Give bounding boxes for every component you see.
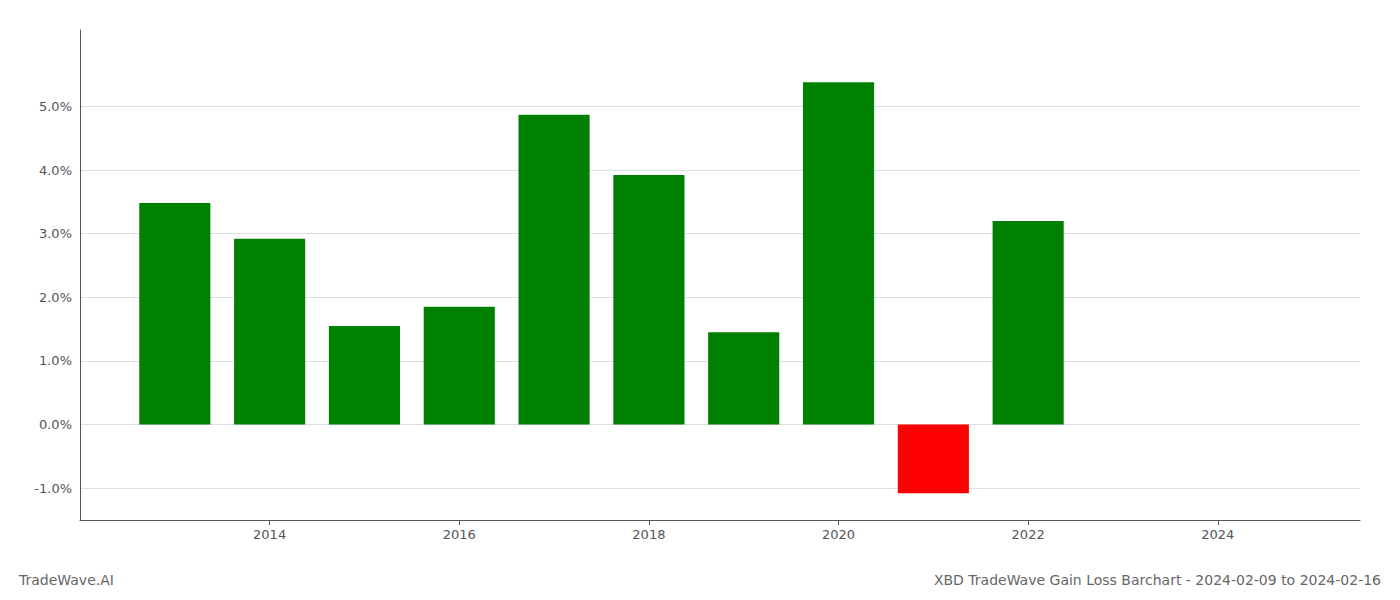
svg-text:2024: 2024 bbox=[1201, 527, 1234, 542]
svg-text:2022: 2022 bbox=[1012, 527, 1045, 542]
svg-text:2020: 2020 bbox=[822, 527, 855, 542]
svg-text:5.0%: 5.0% bbox=[39, 99, 72, 114]
svg-text:-1.0%: -1.0% bbox=[34, 481, 72, 496]
svg-text:TradeWave.AI: TradeWave.AI bbox=[18, 572, 114, 588]
svg-text:3.0%: 3.0% bbox=[39, 226, 72, 241]
svg-text:2014: 2014 bbox=[253, 527, 286, 542]
svg-text:2016: 2016 bbox=[443, 527, 476, 542]
svg-text:2.0%: 2.0% bbox=[39, 290, 72, 305]
svg-text:XBD TradeWave Gain Loss Barcha: XBD TradeWave Gain Loss Barchart - 2024-… bbox=[934, 572, 1381, 588]
svg-text:2018: 2018 bbox=[632, 527, 665, 542]
svg-text:4.0%: 4.0% bbox=[39, 163, 72, 178]
svg-text:1.0%: 1.0% bbox=[39, 353, 72, 368]
svg-text:0.0%: 0.0% bbox=[39, 417, 72, 432]
